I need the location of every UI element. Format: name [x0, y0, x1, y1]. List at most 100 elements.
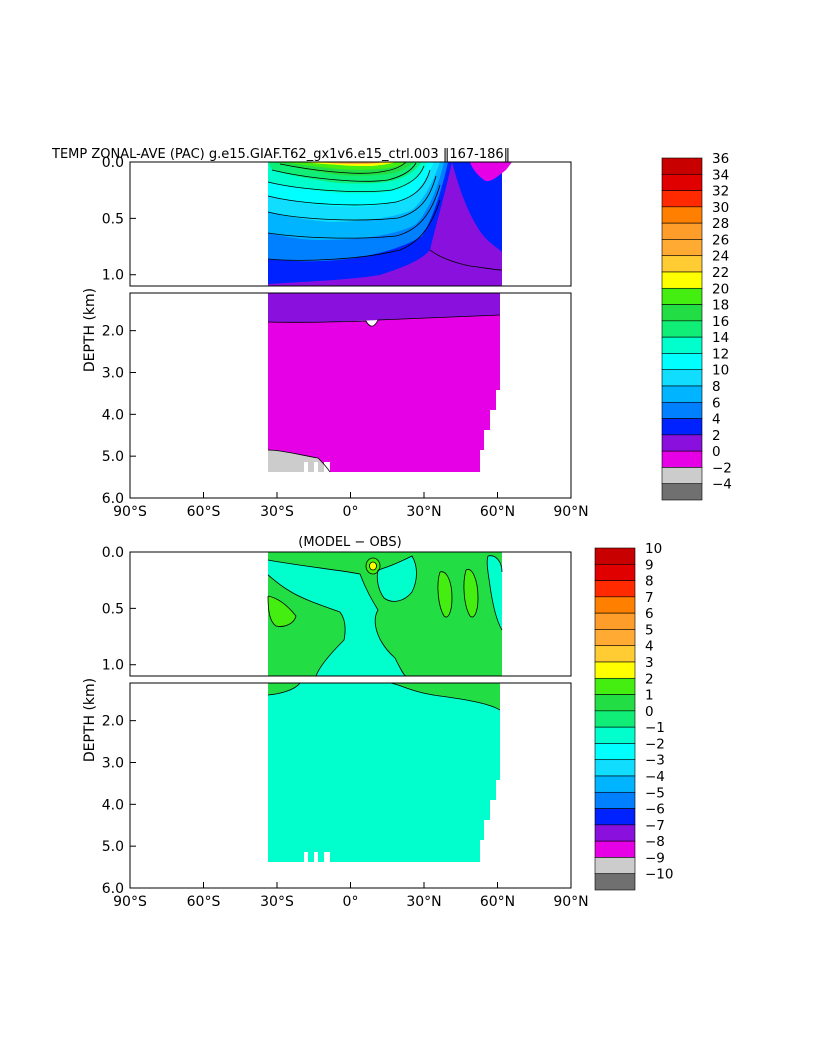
colorbar-swatch — [594, 873, 636, 891]
colorbar-swatch — [661, 190, 703, 208]
y-tick-label: 5.0 — [102, 839, 124, 855]
colorbar-label: −10 — [645, 867, 674, 883]
colorbar-swatch — [661, 450, 703, 468]
bottom-title: (MODEL − OBS) — [298, 535, 401, 550]
y-tick-label: 4.0 — [102, 407, 124, 423]
x-tick-label: 60°N — [480, 504, 515, 520]
colorbar-swatch — [594, 791, 636, 809]
field-band — [268, 293, 500, 323]
colorbar-label: −3 — [645, 753, 665, 769]
colorbar-swatch — [594, 629, 636, 647]
x-tick-label: 30°S — [260, 894, 294, 910]
colorbar-label: 34 — [712, 167, 729, 183]
colorbar-label: 8 — [712, 379, 721, 395]
top-title: TEMP ZONAL-AVE (PAC) g.e15.GIAF.T62_gx1v… — [51, 147, 510, 162]
y-tick-label: 0.5 — [102, 211, 124, 227]
colorbar-label: 30 — [712, 200, 729, 216]
colorbar-swatch — [594, 596, 636, 614]
y-tick-label: 0.0 — [102, 155, 124, 171]
field-band — [437, 571, 452, 618]
colorbar-label: 20 — [712, 281, 729, 297]
colorbar-swatch — [661, 418, 703, 436]
colorbar-label: 7 — [645, 590, 654, 606]
colorbar-swatch — [661, 483, 703, 501]
field-gap — [304, 462, 308, 472]
field-gap — [314, 462, 318, 472]
colorbar-swatch — [594, 808, 636, 826]
x-tick-label: 60°S — [187, 894, 221, 910]
field-band — [268, 683, 500, 710]
bottom-y-axis-label: DEPTH (km) — [82, 678, 98, 762]
field-band — [268, 596, 296, 627]
top-y-axis-label: DEPTH (km) — [82, 288, 98, 372]
field-band — [268, 315, 500, 472]
top-lower-field — [267, 293, 501, 473]
colorbar-label: 26 — [712, 232, 729, 248]
bottom-axes: 90°S 60°S 30°S 0° 30°N 60°N 90°N 0.0 0.5 1.0 2.0 3.… — [102, 545, 589, 910]
colorbar-label: −5 — [645, 785, 665, 801]
colorbar-swatch — [661, 239, 703, 257]
colorbar-swatch — [594, 710, 636, 728]
y-tick-label: 4.0 — [102, 797, 124, 813]
colorbar-swatch — [594, 547, 636, 565]
y-tick-label: 6.0 — [102, 881, 124, 897]
x-tick-label: 0° — [343, 894, 359, 910]
y-tick-label: 0.0 — [102, 545, 124, 561]
field-band — [470, 162, 512, 182]
field-gap — [324, 852, 330, 862]
colorbar-swatch — [594, 580, 636, 598]
y-tick-label: 5.0 — [102, 449, 124, 465]
colorbar-label: 3 — [645, 655, 654, 671]
top-upper-field — [267, 161, 512, 286]
colorbar-swatch — [661, 385, 703, 403]
x-tick-label: 30°S — [260, 504, 294, 520]
colorbar-swatch — [661, 336, 703, 354]
colorbar-label: 10 — [645, 541, 662, 557]
colorbar-swatch — [661, 353, 703, 371]
y-tick-label: 6.0 — [102, 491, 124, 507]
colorbar-swatch — [661, 304, 703, 322]
top-axes: 90°S 60°S 30°S 0° 30°N 60°N 90°N 0.0 0.5 1.0 2.0 3.… — [102, 155, 589, 520]
field-gap — [314, 852, 318, 862]
colorbar-label: 12 — [712, 346, 729, 362]
colorbar-label: 8 — [645, 574, 654, 590]
colorbar-label: 0 — [712, 444, 721, 460]
colorbar-label: −8 — [645, 834, 665, 850]
colorbar-label: 24 — [712, 249, 729, 265]
colorbar-label: 36 — [712, 151, 729, 167]
x-tick-label: 0° — [343, 504, 359, 520]
colorbar-swatch — [594, 612, 636, 630]
colorbar-label: −4 — [645, 769, 665, 785]
y-tick-label: 2.0 — [102, 714, 124, 730]
field-gap — [324, 462, 330, 472]
colorbar-label: 2 — [712, 428, 721, 444]
colorbar-swatch — [661, 255, 703, 273]
colorbar-label: 32 — [712, 184, 729, 200]
colorbar-label: 5 — [645, 622, 654, 638]
colorbar-swatch — [594, 563, 636, 581]
colorbar-swatch — [594, 840, 636, 858]
colorbar-label: 28 — [712, 216, 729, 232]
field-band — [452, 162, 502, 252]
colorbar-label: 1 — [645, 688, 654, 704]
colorbar-label: 6 — [712, 395, 721, 411]
colorbar-label: 18 — [712, 298, 729, 314]
y-tick-label: 3.0 — [102, 365, 124, 381]
colorbar-label: −2 — [712, 460, 732, 476]
colorbar-swatch — [661, 271, 703, 289]
field-band — [268, 683, 500, 862]
x-tick-label: 60°S — [187, 504, 221, 520]
field-gap — [304, 852, 308, 862]
colorbar-swatch — [594, 645, 636, 663]
colorbar-label: −1 — [645, 720, 665, 736]
colorbar-swatch — [661, 287, 703, 305]
field-band — [487, 555, 502, 630]
colorbar-label: −7 — [645, 818, 665, 834]
y-tick-label: 1.0 — [102, 268, 124, 284]
x-tick-label: 90°N — [553, 504, 588, 520]
colorbar-swatch — [594, 677, 636, 695]
top-upper-frame — [129, 161, 572, 287]
colorbar-swatch — [661, 369, 703, 387]
colorbar-label: 22 — [712, 265, 729, 281]
